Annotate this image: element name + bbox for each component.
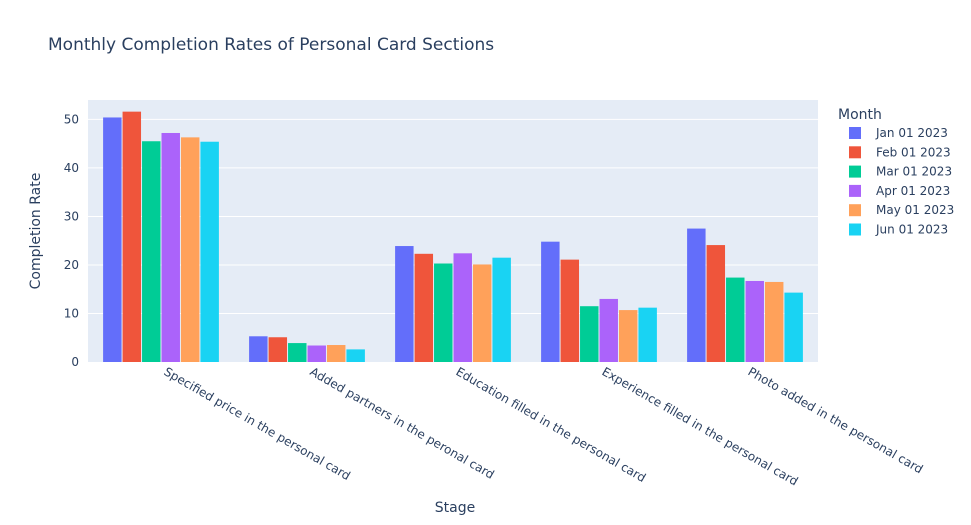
bar xyxy=(472,264,492,362)
bar xyxy=(541,241,560,362)
y-tick-label: 20 xyxy=(64,258,79,272)
bar xyxy=(307,345,326,362)
bar xyxy=(346,349,365,362)
y-tick-label: 50 xyxy=(64,112,79,126)
legend-label: Apr 01 2023 xyxy=(876,184,950,198)
y-tick-label: 0 xyxy=(71,355,79,369)
bar xyxy=(618,310,638,362)
bar xyxy=(560,259,580,362)
bar xyxy=(122,111,142,363)
bar xyxy=(288,343,307,362)
bar xyxy=(200,141,219,362)
y-tick-label: 30 xyxy=(64,209,79,223)
legend-swatch xyxy=(849,146,861,159)
y-tick-label: 40 xyxy=(64,161,79,175)
legend-swatch xyxy=(849,204,861,217)
bar xyxy=(580,306,599,362)
bar xyxy=(687,228,706,362)
legend-label: May 01 2023 xyxy=(876,203,954,217)
bar xyxy=(492,257,511,362)
legend: Month Jan 01 2023 Feb 01 2023 Mar 01 2023 A… xyxy=(838,107,954,237)
legend-swatch xyxy=(849,184,861,197)
legend-label: Mar 01 2023 xyxy=(876,165,952,179)
bar xyxy=(249,336,268,362)
bar xyxy=(434,263,453,362)
bar xyxy=(142,141,161,362)
bar xyxy=(745,280,764,362)
bar xyxy=(726,277,745,362)
bar xyxy=(180,137,200,362)
y-tick-label: 10 xyxy=(64,306,79,320)
legend-title: Month xyxy=(838,107,882,123)
legend-swatch xyxy=(849,127,861,139)
x-axis-ticks: Specified price in the personal cardAdde… xyxy=(162,364,926,488)
bar xyxy=(414,253,434,362)
bar xyxy=(103,117,122,362)
bar xyxy=(599,298,618,362)
y-axis-title: Completion Rate xyxy=(28,173,44,290)
bar xyxy=(453,253,472,362)
legend-swatch xyxy=(849,223,861,236)
y-axis-ticks: 0 10 20 30 40 50 xyxy=(64,112,79,369)
legend-label: Feb 01 2023 xyxy=(876,145,951,159)
legend-label: Jan 01 2023 xyxy=(875,126,948,140)
legend-label: Jun 01 2023 xyxy=(875,223,948,237)
legend-swatch xyxy=(849,165,861,178)
bar xyxy=(268,337,288,362)
x-axis-title: Stage xyxy=(435,500,475,516)
bars xyxy=(103,111,803,363)
bar xyxy=(784,292,803,362)
bar xyxy=(326,345,346,362)
bar xyxy=(764,281,784,362)
bar xyxy=(638,307,657,362)
bar xyxy=(161,132,180,362)
bar xyxy=(395,246,414,362)
chart-title: Monthly Completion Rates of Personal Car… xyxy=(48,35,494,55)
bar xyxy=(706,245,726,362)
